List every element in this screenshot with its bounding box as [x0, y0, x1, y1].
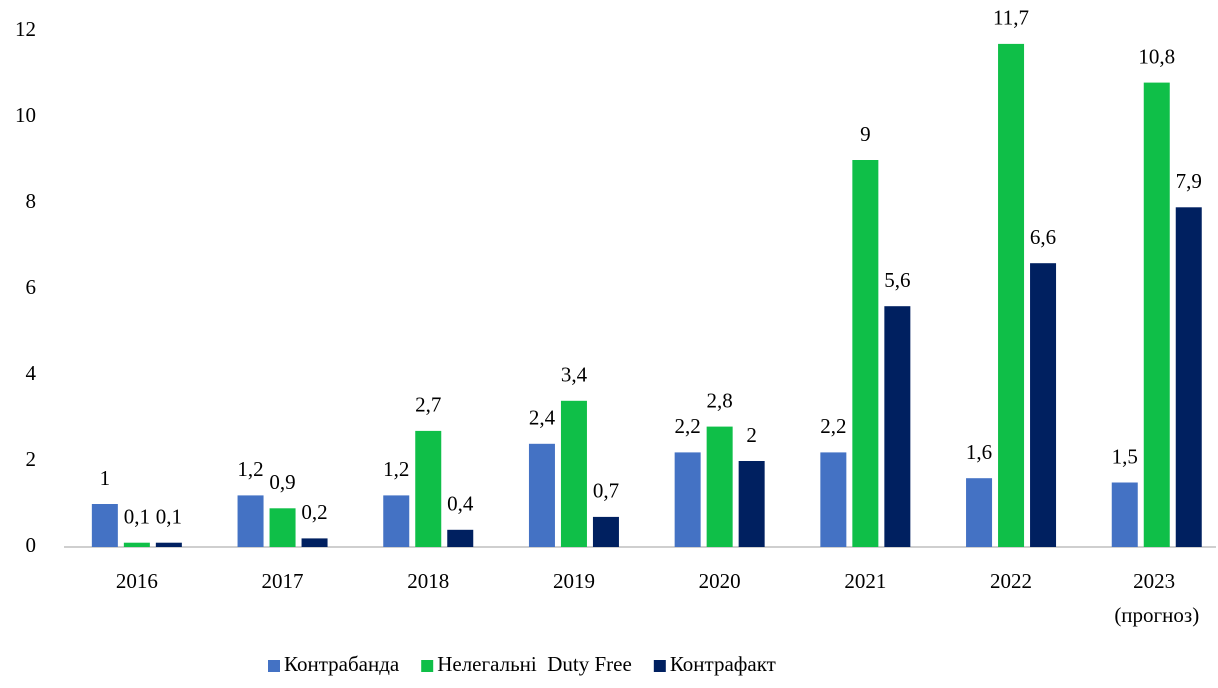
data-label: 1,5: [1112, 444, 1138, 468]
bar: [383, 495, 410, 547]
bar: [269, 508, 296, 547]
legend-label: Нелегальні Duty Free: [437, 652, 632, 676]
x-tick-label: 2021: [844, 569, 886, 593]
bar: [706, 426, 733, 547]
data-label: 2,7: [415, 393, 441, 417]
y-tick-label: 6: [26, 275, 37, 299]
bar: [1111, 482, 1138, 547]
data-label: 3,4: [561, 363, 588, 387]
legend-label: Контрабанда: [284, 652, 400, 676]
data-label: 5,6: [884, 268, 910, 292]
legend-swatch: [268, 660, 280, 672]
data-label: 0,4: [447, 492, 474, 516]
data-label: 11,7: [993, 6, 1029, 30]
bar: [820, 452, 847, 547]
y-tick-label: 8: [26, 189, 37, 213]
data-label: 0,9: [269, 470, 295, 494]
data-label: 1: [100, 466, 111, 490]
data-label: 0,2: [301, 500, 327, 524]
data-label: 9: [860, 122, 871, 146]
bar: [592, 516, 619, 547]
bar: [560, 400, 587, 547]
data-label: 2,2: [675, 414, 701, 438]
bar: [1030, 263, 1057, 547]
data-label: 6,6: [1030, 225, 1056, 249]
data-label: 0,7: [593, 479, 619, 503]
data-label: 0,1: [124, 505, 150, 529]
bar: [966, 478, 993, 547]
y-tick-label: 10: [15, 103, 36, 127]
bar: [1143, 82, 1170, 547]
bar: [852, 160, 879, 547]
legend-swatch: [653, 660, 666, 672]
bar: [447, 529, 474, 547]
bar: [155, 542, 182, 547]
data-label: 2,8: [707, 388, 733, 412]
bar: [528, 443, 555, 547]
x-tick-label: 2016: [116, 569, 158, 593]
x-tick-label: 2022: [990, 569, 1032, 593]
data-label: 2,2: [820, 414, 846, 438]
legend-label: Контрафакт: [670, 652, 776, 676]
y-tick-label: 12: [15, 17, 36, 41]
bar: [674, 452, 701, 547]
data-label: 2,4: [529, 406, 556, 430]
data-label: 2: [746, 423, 757, 447]
bar: [738, 461, 765, 547]
x-tick-label: 2023 (прогноз): [1114, 569, 1199, 627]
bar: [1175, 207, 1202, 548]
y-tick-label: 4: [26, 361, 37, 385]
bar: [237, 495, 264, 547]
bar: [884, 306, 911, 547]
data-label: 7,9: [1176, 169, 1202, 193]
data-label: 1,6: [966, 440, 992, 464]
x-tick-label: 2017: [262, 569, 304, 593]
bar: [998, 43, 1025, 548]
y-tick-label: 0: [26, 533, 37, 557]
y-tick-label: 2: [26, 447, 37, 471]
x-tick-label: 2018: [407, 569, 449, 593]
data-label: 1,2: [237, 457, 263, 481]
bar: [91, 504, 118, 547]
bar: [123, 542, 150, 547]
x-tick-label: 2019: [553, 569, 595, 593]
bar: [415, 430, 442, 547]
data-label: 0,1: [156, 505, 182, 529]
data-label: 1,2: [383, 457, 409, 481]
data-label: 10,8: [1138, 44, 1175, 68]
bar: [301, 538, 328, 547]
legend-swatch: [421, 660, 434, 672]
x-tick-label: 2020: [699, 569, 741, 593]
